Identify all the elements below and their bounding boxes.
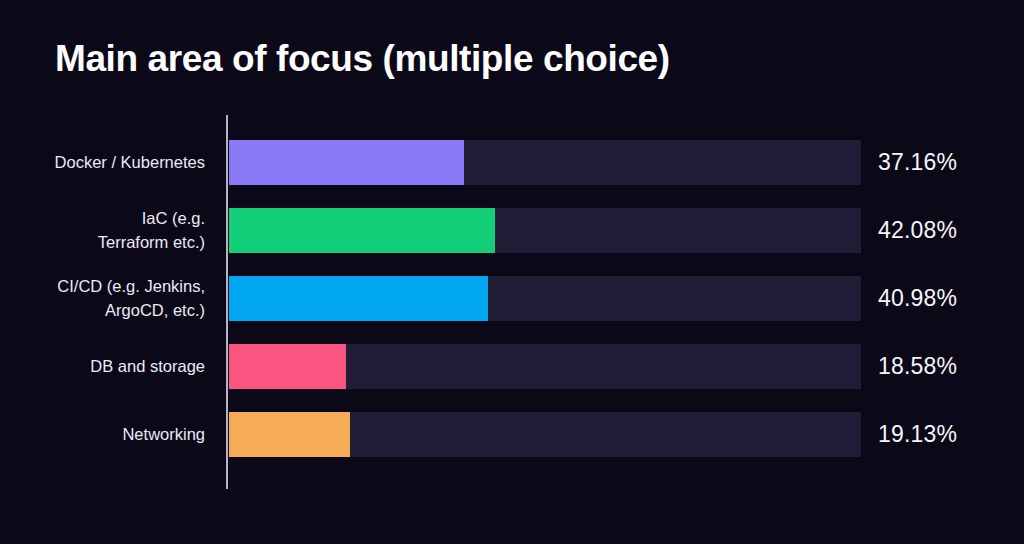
- bar-row: IaC (e.g. Terraform etc.) 42.08%: [0, 208, 957, 253]
- bar-db-storage: [229, 344, 346, 389]
- bar-track: [229, 276, 861, 321]
- bar-track: [229, 344, 861, 389]
- bar-row: DB and storage 18.58%: [0, 344, 957, 389]
- bar-row: Docker / Kubernetes 37.16%: [0, 140, 957, 185]
- chart-rows: Docker / Kubernetes 37.16% IaC (e.g. Ter…: [0, 140, 957, 480]
- bar-iac: [229, 208, 495, 253]
- bar-row: CI/CD (e.g. Jenkins, ArgoCD, etc.) 40.98…: [0, 276, 957, 321]
- category-label: CI/CD (e.g. Jenkins, ArgoCD, etc.): [0, 275, 205, 323]
- bar-networking: [229, 412, 350, 457]
- value-label: 18.58%: [878, 353, 957, 380]
- value-label: 40.98%: [878, 285, 957, 312]
- bar-docker-kubernetes: [229, 140, 464, 185]
- category-label: Networking: [0, 423, 205, 447]
- bar-track: [229, 412, 861, 457]
- value-label: 19.13%: [878, 421, 957, 448]
- category-label: DB and storage: [0, 355, 205, 379]
- bar-chart: Main area of focus (multiple choice) Doc…: [0, 0, 1024, 544]
- bar-row: Networking 19.13%: [0, 412, 957, 457]
- bar-track: [229, 140, 861, 185]
- chart-title: Main area of focus (multiple choice): [55, 38, 670, 80]
- category-label: IaC (e.g. Terraform etc.): [0, 207, 205, 255]
- value-label: 37.16%: [878, 149, 957, 176]
- bar-track: [229, 208, 861, 253]
- category-label: Docker / Kubernetes: [0, 151, 205, 175]
- value-label: 42.08%: [878, 217, 957, 244]
- bar-cicd: [229, 276, 488, 321]
